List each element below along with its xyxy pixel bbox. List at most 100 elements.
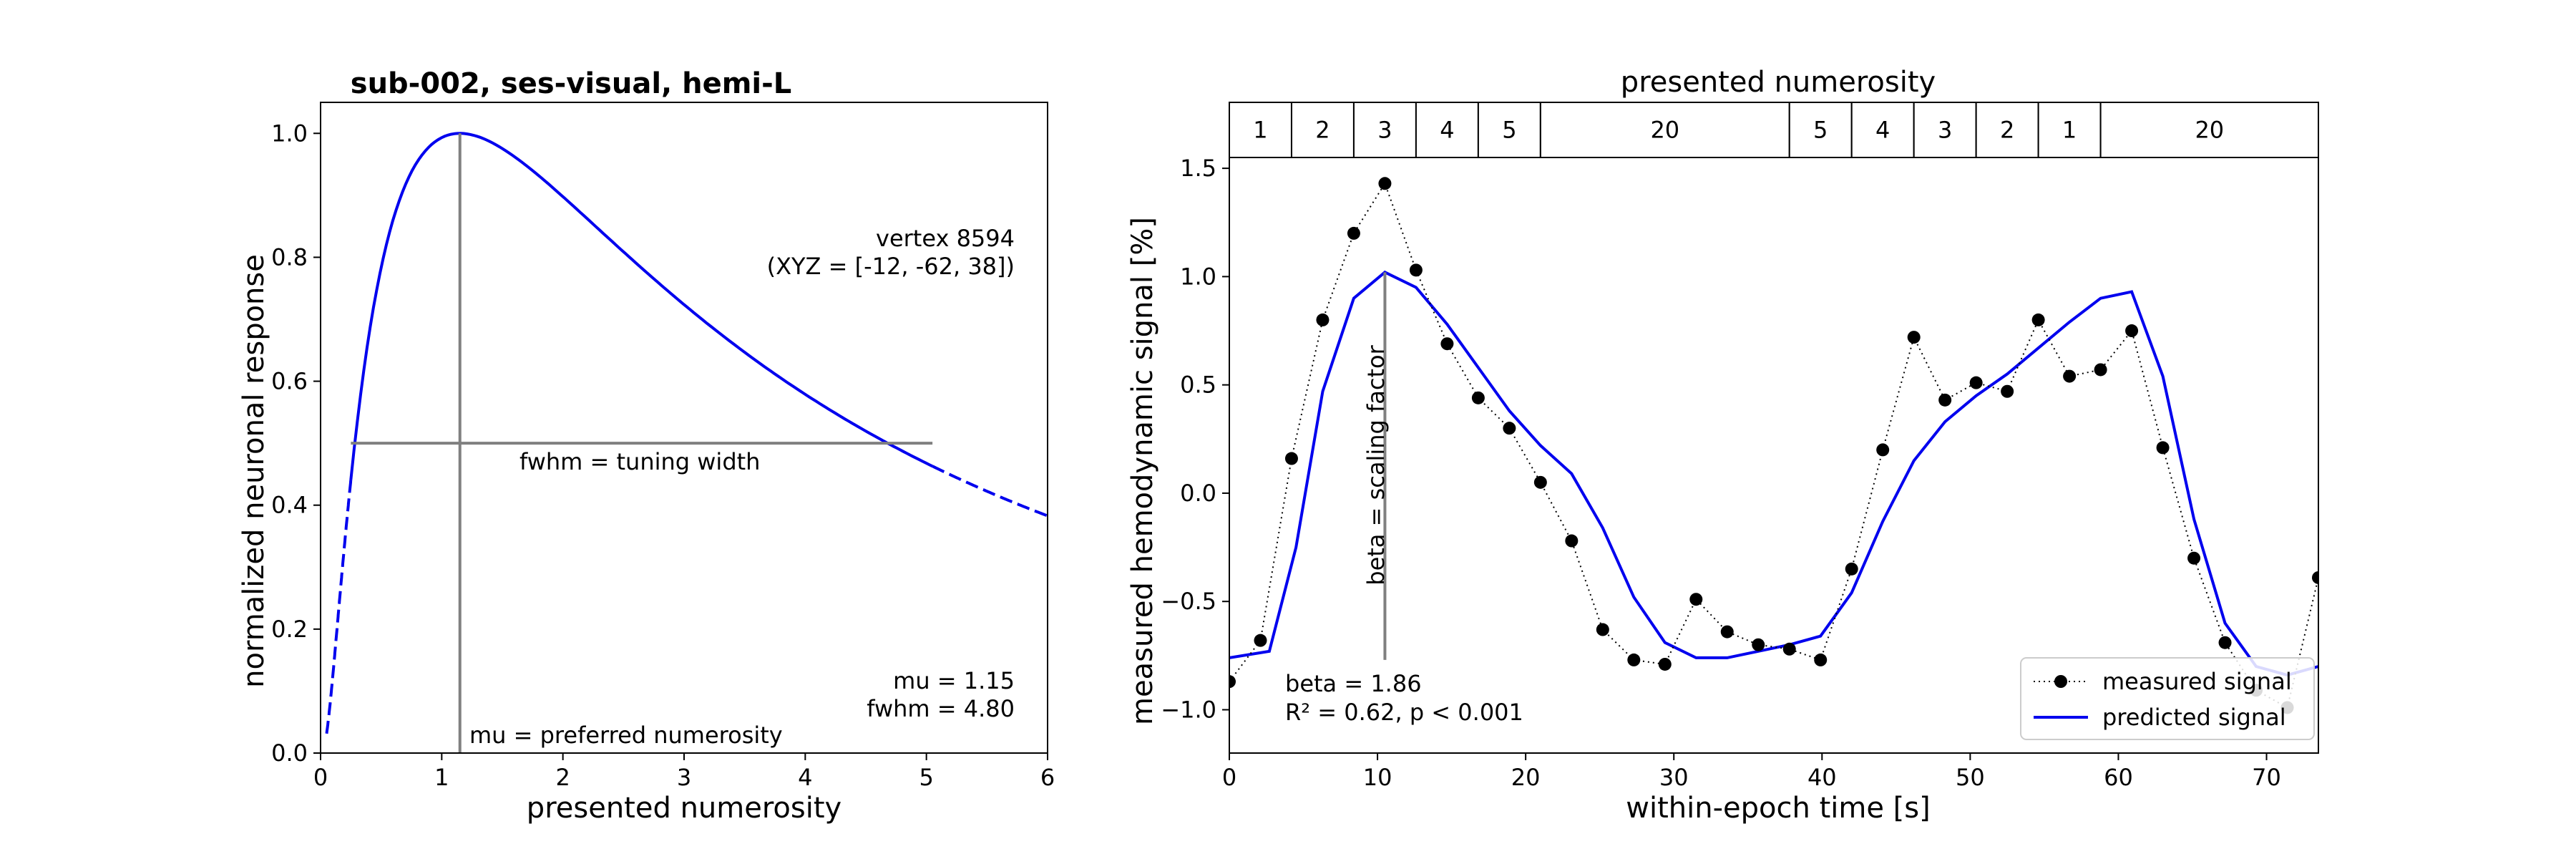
measured-signal-point bbox=[1720, 625, 1734, 639]
measured-signal-point bbox=[1969, 376, 1983, 389]
epoch-label: 4 bbox=[1875, 117, 1890, 144]
measured-signal-point bbox=[1316, 313, 1330, 326]
epoch-box bbox=[1975, 102, 2039, 158]
measured-signal-point bbox=[1907, 331, 1921, 344]
measured-signal-point bbox=[2094, 363, 2107, 377]
measured-signal-point bbox=[1284, 452, 1298, 465]
epoch-box bbox=[2099, 102, 2320, 158]
measured-signal-point bbox=[2001, 384, 2014, 398]
left-x-tick-label: 3 bbox=[677, 764, 691, 791]
right-y-tick-label: 1.0 bbox=[1180, 263, 1216, 290]
measured-signal-point bbox=[2187, 551, 2201, 565]
left-y-tick-label: 1.0 bbox=[271, 120, 308, 147]
left-y-tick-label: 0.4 bbox=[271, 492, 308, 519]
fwhm-line-annotation: fwhm = tuning width bbox=[519, 448, 760, 475]
measured-signal-point bbox=[2125, 324, 2139, 338]
left-y-tick-label: 0.2 bbox=[271, 616, 308, 643]
epoch-box bbox=[1477, 102, 1541, 158]
right-x-tick-label: 0 bbox=[1222, 764, 1236, 791]
left-y-tick-label: 0.0 bbox=[271, 739, 308, 767]
measured-signal-point bbox=[1689, 593, 1703, 606]
measured-signal-point bbox=[1409, 263, 1423, 277]
right-y-tick-label: −0.5 bbox=[1161, 588, 1216, 615]
right-x-axis-label: within-epoch time [s] bbox=[1626, 792, 1930, 825]
epoch-box bbox=[1788, 102, 1853, 158]
epoch-label: 4 bbox=[1440, 117, 1454, 144]
right-x-tick-label: 60 bbox=[2104, 764, 2133, 791]
measured-signal-point bbox=[1471, 391, 1485, 404]
tuning-curve-panel: sub-002, ses-visual, hemi-L 0 1 2 3 4 5 6 0.0 0.… bbox=[238, 67, 1055, 825]
left-x-tick-label: 5 bbox=[919, 764, 933, 791]
measured-signal-point bbox=[1503, 422, 1516, 435]
right-x-tick-label: 10 bbox=[1363, 764, 1392, 791]
left-x-tick-label: 0 bbox=[313, 764, 328, 791]
epoch-box bbox=[1352, 102, 1417, 158]
measured-signal-point bbox=[1229, 675, 1236, 689]
fit-stats-annotation: R² = 0.62, p < 0.001 bbox=[1285, 699, 1523, 726]
epoch-label: 1 bbox=[2062, 117, 2077, 144]
epoch-label: 2 bbox=[2000, 117, 2014, 144]
measured-signal-point bbox=[2031, 313, 2045, 326]
legend-measured-label: measured signal bbox=[2102, 668, 2292, 695]
right-x-tick-label: 50 bbox=[1956, 764, 1985, 791]
measured-signal-point bbox=[1876, 443, 1890, 457]
tuning-curve-dashed-right bbox=[932, 465, 1048, 518]
legend: measured signal predicted signal bbox=[2020, 657, 2315, 740]
tuning-curve-plot-area: 0 1 2 3 4 5 6 0.0 0.2 0.4 0.6 0.8 1.0 bbox=[271, 102, 1055, 791]
epoch-box bbox=[2037, 102, 2102, 158]
legend-measured-marker bbox=[2054, 675, 2067, 688]
epoch-label: 5 bbox=[1813, 117, 1828, 144]
xyz-annotation: (XYZ = [-12, -62, 38]) bbox=[767, 253, 1015, 280]
measured-signal-point bbox=[1254, 634, 1267, 647]
right-y-axis-label: measured hemodynamic signal [%] bbox=[1126, 217, 1159, 725]
left-y-tick-label: 0.8 bbox=[271, 243, 308, 271]
measured-signal-point bbox=[2063, 369, 2077, 383]
measured-signal-point bbox=[1845, 562, 1858, 576]
measured-signal-point bbox=[1627, 653, 1641, 666]
measured-signal-line bbox=[1229, 182, 2318, 709]
right-y-tick-label: 0.5 bbox=[1180, 372, 1216, 399]
measured-signal-point bbox=[1938, 393, 1952, 407]
epoch-box bbox=[1850, 102, 1915, 158]
measured-signal-point bbox=[2312, 571, 2318, 584]
measured-signal-point bbox=[1378, 177, 1392, 190]
tuning-curve-solid bbox=[349, 132, 933, 480]
right-x-tick-label: 20 bbox=[1511, 764, 1541, 791]
epoch-label: 3 bbox=[1938, 117, 1952, 144]
epoch-box bbox=[1229, 102, 1292, 158]
epoch-box bbox=[1913, 102, 1977, 158]
legend-predicted-label: predicted signal bbox=[2102, 704, 2286, 731]
left-x-axis-label: presented numerosity bbox=[527, 792, 841, 825]
left-axes-frame bbox=[320, 102, 1048, 754]
hemodynamic-signal-panel: presented numerosity 1 2 3 4 5 20 5 4 3 2 1 20 0 10 2… bbox=[1126, 66, 2320, 825]
vertex-annotation: vertex 8594 bbox=[876, 225, 1015, 252]
left-x-tick-label: 6 bbox=[1040, 764, 1055, 791]
right-chart-title: presented numerosity bbox=[1621, 66, 1936, 99]
measured-signal-point bbox=[1658, 657, 1672, 671]
fwhm-value-annotation: fwhm = 4.80 bbox=[867, 695, 1015, 722]
epoch-box bbox=[1539, 102, 1790, 158]
measured-signal-point bbox=[1752, 638, 1765, 651]
left-y-tick-label: 0.6 bbox=[271, 368, 308, 395]
measured-signal-point bbox=[1440, 337, 1454, 351]
epoch-label: 5 bbox=[1502, 117, 1516, 144]
measured-signal-point bbox=[1782, 642, 1796, 656]
measured-signal-point bbox=[2156, 441, 2170, 455]
right-x-tick-label: 70 bbox=[2252, 764, 2281, 791]
left-x-tick-label: 2 bbox=[555, 764, 570, 791]
right-y-tick-label: 1.5 bbox=[1180, 155, 1216, 182]
measured-signal-point bbox=[1596, 623, 1609, 636]
measured-signal-point bbox=[1533, 475, 1547, 489]
beta-line-annotation: beta = scaling factor bbox=[1362, 344, 1390, 585]
epoch-label: 20 bbox=[1650, 117, 1679, 144]
left-x-tick-label: 4 bbox=[798, 764, 812, 791]
measured-signal-point bbox=[1347, 226, 1360, 240]
left-x-tick-label: 1 bbox=[434, 764, 449, 791]
right-x-tick-label: 30 bbox=[1659, 764, 1689, 791]
epoch-label: 1 bbox=[1253, 117, 1267, 144]
measured-signal-point bbox=[2218, 636, 2232, 649]
right-axes-frame bbox=[1229, 157, 2319, 754]
legend-box bbox=[2020, 657, 2315, 740]
epoch-label: 3 bbox=[1377, 117, 1392, 144]
